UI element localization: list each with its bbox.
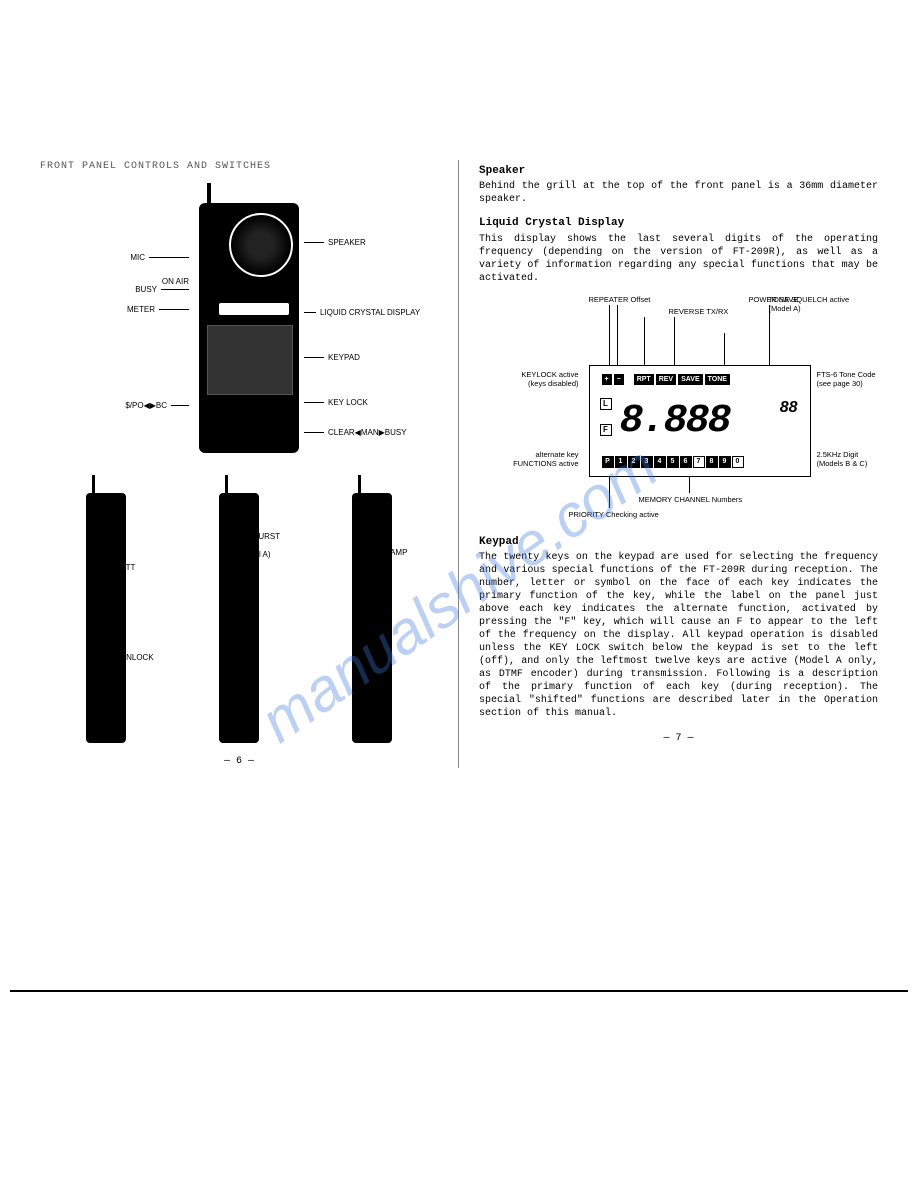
lead-line: [617, 305, 618, 365]
lcd-small-digits: 88: [780, 398, 798, 419]
side-radio-left: [86, 493, 126, 743]
label-lcd-text: LIQUID CRYSTAL DISPLAY: [320, 308, 420, 317]
ind-minus: −: [614, 374, 624, 385]
lead-line: [769, 305, 770, 365]
label-speaker: SPEAKER: [304, 238, 366, 248]
lcd-text: This display shows the last several digi…: [479, 233, 878, 285]
mem-2: 2: [628, 456, 640, 468]
label-burst-text: BURST: [253, 532, 280, 541]
label-unlock-text: UNLOCK: [120, 653, 153, 662]
bottom-rule: [10, 990, 908, 992]
page-spread: FRONT PANEL CONTROLS AND SWITCHES MIC ON…: [0, 0, 918, 788]
ind-plus: +: [602, 374, 612, 385]
side-antenna-2: [225, 475, 228, 495]
lcd-label-power-save: POWER SAVE: [749, 295, 799, 305]
label-unlock: UNLOCK: [106, 653, 153, 663]
left-page: FRONT PANEL CONTROLS AND SWITCHES MIC ON…: [20, 160, 459, 768]
label-onair-busy-text: ON AIR BUSY: [135, 277, 189, 294]
label-lamp: LAMP: [372, 548, 408, 558]
keypad-title: Keypad: [479, 535, 878, 549]
lead-line: [674, 317, 675, 365]
label-keylock-text: KEY LOCK: [328, 398, 368, 407]
label-ptt: PTT: [106, 563, 135, 573]
lcd-label-priority: PRIORITY Checking active: [569, 510, 659, 520]
mem-5: 5: [667, 456, 679, 468]
mem-row: P 1 2 3 4 5 6 7 8 9 0: [602, 456, 744, 468]
mem-8: 8: [706, 456, 718, 468]
label-speaker-text: SPEAKER: [328, 238, 366, 247]
lcd-label-khz: 2.5KHz Digit (Models B & C): [817, 450, 868, 470]
side-antenna-1: [92, 475, 95, 495]
label-mic-text: MIC: [130, 253, 145, 262]
label-keypad-text: KEYPAD: [328, 353, 360, 362]
keypad-text: The twenty keys on the keypad are used f…: [479, 551, 878, 720]
side-views: PTT UNLOCK BURST (exc Model A): [40, 493, 438, 743]
lcd-box: + − RPT REV SAVE TONE L F 8.888 88 P 1: [589, 365, 811, 477]
label-lamp-text: LAMP: [386, 548, 408, 557]
mem-9: 9: [719, 456, 731, 468]
side-radio-mid: [219, 493, 259, 743]
ind-tone: TONE: [705, 374, 730, 385]
side-radio-right: [352, 493, 392, 743]
label-spo-bc: $/PO◀▶BC: [79, 401, 189, 411]
right-page-number: — 7 —: [479, 732, 878, 745]
label-onair-busy: ON AIR BUSY: [79, 278, 189, 294]
lf-f: F: [600, 424, 612, 436]
ind-rev: REV: [656, 374, 676, 385]
lf-l: L: [600, 398, 612, 410]
lead-line: [689, 475, 690, 493]
mem-6: 6: [680, 456, 692, 468]
side-antenna-3: [358, 475, 361, 495]
lcd-digits: 8.888: [620, 396, 730, 448]
speaker-circle: [229, 213, 293, 277]
mem-0: 0: [732, 456, 744, 468]
lead-line: [609, 305, 610, 365]
lcd-title: Liquid Crystal Display: [479, 216, 878, 230]
antenna-shape: [207, 183, 211, 205]
label-burst: BURST (exc Model A): [239, 533, 280, 559]
lcd-label-reverse: REVERSE TX/RX: [669, 307, 729, 317]
right-page: Speaker Behind the grill at the top of t…: [459, 160, 898, 768]
label-keylock: KEY LOCK: [304, 398, 368, 408]
label-meter: METER: [79, 305, 189, 315]
label-clear-man-busy-text: CLEAR◀MAN▶BUSY: [328, 428, 407, 437]
lcd-label-altkey: alternate key FUNCTIONS active: [489, 450, 579, 470]
lcd-label-fts: FTS-6 Tone Code (see page 30): [817, 370, 876, 390]
lcd-label-mem: MEMORY CHANNEL Numbers: [639, 495, 743, 505]
left-header: FRONT PANEL CONTROLS AND SWITCHES: [40, 160, 438, 173]
label-clear-man-busy: CLEAR◀MAN▶BUSY: [304, 428, 407, 438]
label-burst-note: (exc Model A): [239, 541, 271, 559]
lcd-indicator-row: + − RPT REV SAVE TONE: [602, 374, 730, 385]
mem-p: P: [602, 456, 614, 468]
lead-line: [724, 333, 725, 365]
label-keypad: KEYPAD: [304, 353, 360, 363]
lead-line: [644, 317, 645, 365]
left-page-number: — 6 —: [40, 755, 438, 768]
label-lcd: LIQUID CRYSTAL DISPLAY: [304, 308, 420, 318]
lead-line: [609, 475, 610, 508]
mem-1: 1: [615, 456, 627, 468]
keypad-area: [207, 325, 293, 395]
label-meter-text: METER: [127, 305, 155, 314]
speaker-title: Speaker: [479, 164, 878, 178]
label-spo-bc-text: $/PO◀▶BC: [125, 401, 167, 410]
label-ptt-text: PTT: [120, 563, 135, 572]
lf-col: L F: [600, 398, 612, 437]
lcd-label-keylock: KEYLOCK active (keys disabled): [489, 370, 579, 390]
mem-3: 3: [641, 456, 653, 468]
label-mic: MIC: [79, 253, 189, 263]
lcd-label-repeater: REPEATER Offset: [589, 295, 651, 305]
ind-rpt: RPT: [634, 374, 654, 385]
lcd-diagram: REPEATER Offset REVERSE TX/RX TONE SQUEL…: [489, 295, 869, 525]
mem-4: 4: [654, 456, 666, 468]
front-panel-diagram: MIC ON AIR BUSY METER $/PO◀▶BC SPEAKER L…: [79, 183, 399, 483]
ind-save: SAVE: [678, 374, 703, 385]
mem-7: 7: [693, 456, 705, 468]
lcd-slot: [219, 303, 289, 315]
speaker-text: Behind the grill at the top of the front…: [479, 180, 878, 206]
